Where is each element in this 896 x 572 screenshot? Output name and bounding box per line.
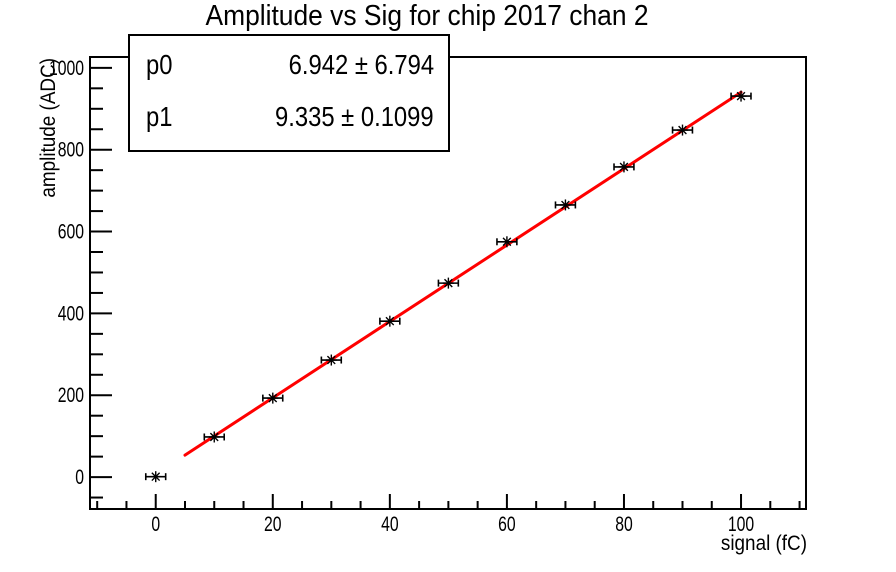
stats-p1-label: p1	[146, 101, 173, 132]
x-tick-label: 0	[151, 512, 160, 536]
asterisk-spoke	[209, 432, 219, 442]
y-tick-label: 600	[58, 219, 84, 243]
data-point-marker	[262, 392, 284, 404]
asterisk-spoke	[736, 91, 746, 101]
stats-row-p1: p1 9.335 ± 0.1099	[146, 103, 434, 131]
stats-p1-value: 9.335 ± 0.1099	[275, 101, 434, 132]
asterisk-spoke	[619, 162, 629, 172]
data-point-marker	[144, 471, 167, 483]
y-axis-title: amplitude (ADC)	[37, 58, 60, 198]
plot-title: Amplitude vs Sig for chip 2017 chan 2	[184, 1, 671, 31]
y-tick-label: 200	[58, 383, 84, 407]
x-axis-title: signal (fC)	[721, 532, 807, 555]
x-tick-label: 100	[728, 512, 754, 536]
data-point-marker	[730, 90, 752, 102]
stats-p0-label: p0	[146, 49, 173, 80]
data-point-marker	[496, 236, 518, 248]
data-points-layer	[144, 90, 752, 483]
stats-p0-value: 6.942 ± 6.794	[288, 49, 434, 80]
data-point-marker	[379, 315, 401, 327]
x-tick-label: 20	[264, 512, 282, 536]
x-tick-label: 60	[498, 512, 516, 536]
data-point-marker	[437, 277, 460, 289]
asterisk-spoke	[561, 200, 570, 210]
asterisk-spoke	[678, 125, 687, 135]
y-tick-label: 1000	[49, 56, 84, 80]
fit-stats-box: p0 6.942 ± 6.794 p1 9.335 ± 0.1099	[128, 34, 450, 152]
asterisk-spoke	[268, 393, 278, 403]
y-tick-label: 400	[58, 301, 84, 325]
data-point-marker	[320, 354, 343, 366]
asterisk-spoke	[443, 278, 453, 288]
fit-line-layer	[183, 90, 743, 457]
stats-row-p0: p0 6.942 ± 6.794	[146, 51, 434, 79]
y-tick-label: 0	[75, 465, 84, 489]
asterisk-spoke	[326, 355, 336, 365]
asterisk-spoke	[151, 472, 161, 482]
x-tick-label: 40	[381, 512, 399, 536]
y-tick-label: 800	[58, 137, 84, 161]
x-tick-label: 80	[615, 512, 633, 536]
data-point-marker	[671, 124, 694, 136]
asterisk-spoke	[385, 316, 395, 326]
fit-line	[183, 90, 743, 457]
asterisk-spoke	[502, 237, 512, 247]
data-point-marker	[554, 199, 577, 211]
data-point-marker	[203, 431, 226, 443]
plot-title-text: Amplitude vs Sig for chip 2017 chan 2	[205, 0, 649, 32]
data-point-marker	[613, 161, 635, 173]
